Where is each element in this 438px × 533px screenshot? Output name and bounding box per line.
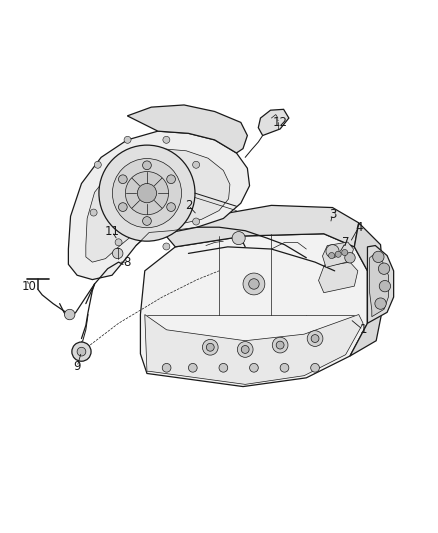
Polygon shape xyxy=(68,131,250,280)
Polygon shape xyxy=(141,234,367,386)
Circle shape xyxy=(307,330,323,346)
Text: 4: 4 xyxy=(355,221,363,233)
Circle shape xyxy=(167,175,176,183)
Circle shape xyxy=(77,348,86,356)
Circle shape xyxy=(206,343,214,351)
Circle shape xyxy=(115,239,122,246)
Text: 3: 3 xyxy=(329,208,336,221)
Text: 1: 1 xyxy=(359,324,367,336)
Polygon shape xyxy=(145,314,363,384)
Text: 2: 2 xyxy=(185,199,192,212)
Circle shape xyxy=(90,209,97,216)
Circle shape xyxy=(162,364,171,372)
Text: 11: 11 xyxy=(105,225,120,238)
Circle shape xyxy=(193,218,200,225)
Circle shape xyxy=(193,161,200,168)
Circle shape xyxy=(311,364,319,372)
Circle shape xyxy=(311,335,319,343)
Circle shape xyxy=(163,136,170,143)
Text: 12: 12 xyxy=(272,116,288,129)
Circle shape xyxy=(249,279,259,289)
Circle shape xyxy=(72,342,91,361)
Polygon shape xyxy=(86,149,230,262)
Circle shape xyxy=(167,203,176,212)
Circle shape xyxy=(378,263,390,274)
Circle shape xyxy=(342,249,348,256)
Circle shape xyxy=(125,172,169,215)
Circle shape xyxy=(335,251,341,257)
Polygon shape xyxy=(258,109,289,135)
Polygon shape xyxy=(322,242,353,268)
Polygon shape xyxy=(127,105,247,153)
Polygon shape xyxy=(367,246,394,323)
Text: 9: 9 xyxy=(73,360,81,374)
Circle shape xyxy=(243,273,265,295)
Circle shape xyxy=(328,253,335,259)
Circle shape xyxy=(163,243,170,250)
Circle shape xyxy=(138,183,156,203)
Polygon shape xyxy=(370,254,389,317)
Circle shape xyxy=(272,337,288,353)
Circle shape xyxy=(94,161,101,168)
Circle shape xyxy=(250,364,258,372)
Polygon shape xyxy=(318,262,358,293)
Circle shape xyxy=(379,280,391,292)
Circle shape xyxy=(276,341,284,349)
Circle shape xyxy=(280,364,289,372)
Circle shape xyxy=(241,345,249,353)
Circle shape xyxy=(64,309,75,320)
Circle shape xyxy=(326,245,339,258)
Circle shape xyxy=(143,216,151,225)
Polygon shape xyxy=(350,223,385,356)
Circle shape xyxy=(375,298,386,309)
Circle shape xyxy=(232,231,245,245)
Circle shape xyxy=(345,253,355,263)
Text: 8: 8 xyxy=(124,256,131,269)
Circle shape xyxy=(124,136,131,143)
Circle shape xyxy=(118,203,127,212)
Text: 7: 7 xyxy=(342,236,350,249)
Polygon shape xyxy=(162,205,359,247)
Circle shape xyxy=(118,175,127,183)
Circle shape xyxy=(219,364,228,372)
Circle shape xyxy=(237,342,253,357)
Circle shape xyxy=(373,251,384,263)
Circle shape xyxy=(113,248,123,259)
Circle shape xyxy=(202,340,218,355)
Text: 10: 10 xyxy=(21,280,36,293)
Circle shape xyxy=(99,145,195,241)
Circle shape xyxy=(188,364,197,372)
Circle shape xyxy=(143,161,151,169)
Circle shape xyxy=(113,159,181,228)
